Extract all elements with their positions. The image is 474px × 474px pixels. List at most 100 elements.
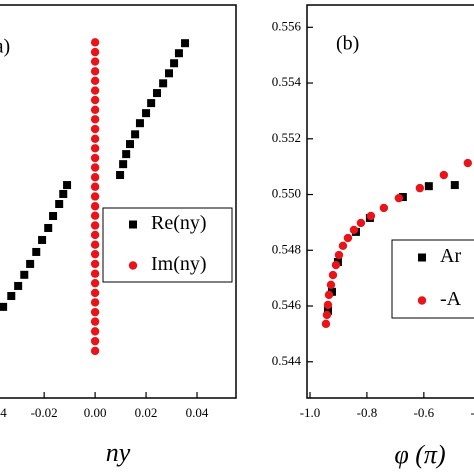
marker-circle — [349, 225, 359, 235]
marker-square — [7, 291, 16, 300]
marker-square — [418, 253, 426, 262]
marker-circle — [379, 203, 389, 213]
panel-label: (b) — [336, 33, 359, 55]
marker-circle — [343, 233, 353, 243]
panel: -0.04 -0.02 0.00 0.02 0.04 (a) ny — [0, 4, 237, 467]
marker-square — [323, 306, 332, 315]
legend-label: -A — [440, 288, 462, 310]
marker-square — [14, 281, 23, 290]
marker-circle — [356, 218, 366, 228]
marker-circle — [128, 261, 138, 270]
marker-square — [0, 302, 8, 311]
marker-circle — [90, 346, 100, 356]
y-tick-label: 0.546 — [272, 297, 302, 312]
marker-square — [129, 220, 137, 229]
marker-square — [181, 39, 190, 48]
marker-circle — [334, 250, 344, 260]
y-tick-label: 0.554 — [272, 74, 302, 89]
x-tick-label: 0.04 — [186, 405, 209, 420]
marker-square — [119, 160, 128, 169]
y-tick-label: 0.552 — [272, 130, 301, 145]
marker-circle — [90, 163, 100, 172]
marker-circle — [90, 221, 100, 230]
marker-circle — [90, 134, 100, 143]
marker-circle — [90, 336, 100, 346]
marker-circle — [90, 298, 100, 307]
marker-square — [159, 79, 168, 88]
x-axis-label: φ (π) — [394, 440, 445, 469]
x-tick-label: -1.0 — [300, 405, 321, 420]
marker-circle — [90, 115, 100, 124]
x-tick-label: -0.8 — [357, 405, 378, 420]
marker-circle — [90, 288, 100, 298]
marker-circle — [328, 270, 338, 280]
marker-square — [20, 270, 29, 279]
marker-circle — [415, 183, 425, 193]
marker-circle — [90, 240, 100, 249]
marker-square — [147, 99, 156, 108]
marker-square — [424, 182, 433, 191]
y-tick-label: 0.548 — [272, 241, 301, 256]
marker-square — [126, 140, 135, 149]
marker-circle — [439, 170, 449, 180]
marker-circle — [417, 296, 427, 305]
marker-circle — [90, 57, 100, 66]
marker-square — [59, 189, 68, 198]
marker-circle — [90, 278, 100, 288]
marker-circle — [90, 211, 100, 220]
x-tick-label: -0.4 — [470, 405, 474, 420]
marker-square — [450, 181, 459, 190]
x-tick-label: 0.02 — [135, 405, 158, 420]
marker-circle — [366, 211, 376, 221]
marker-square — [44, 223, 53, 232]
marker-circle — [90, 249, 100, 259]
legend-box — [391, 239, 474, 319]
marker-square — [174, 49, 183, 58]
x-tick-label: -0.04 — [0, 405, 7, 420]
marker-square — [153, 89, 162, 98]
legend-box — [102, 207, 233, 283]
marker-square — [49, 211, 58, 220]
y-tick-label: 0.550 — [272, 186, 301, 201]
marker-square — [116, 171, 125, 180]
plot-frame — [306, 4, 474, 399]
legend-label: Ar — [440, 245, 461, 267]
marker-square — [55, 200, 64, 209]
marker-circle — [90, 105, 100, 115]
plot-frame — [0, 4, 237, 399]
marker-square — [327, 287, 336, 296]
legend-label: Re(ny) — [151, 212, 207, 234]
marker-circle — [90, 327, 100, 336]
marker-circle — [463, 158, 472, 168]
marker-circle — [90, 47, 100, 57]
marker-square — [32, 247, 41, 256]
legend: Re(ny) Im(ny) — [102, 207, 233, 283]
legend-label: Im(ny) — [151, 253, 207, 275]
marker-square — [135, 119, 144, 128]
marker-circle — [90, 173, 100, 182]
marker-circle — [90, 86, 100, 95]
panel: -1.0 -0.8 -0.6 -0.4 0.544 0.546 0.548 0.550 0.55… — [272, 4, 474, 469]
marker-square — [164, 69, 173, 78]
marker-circle — [326, 280, 336, 290]
marker-circle — [90, 259, 100, 269]
marker-circle — [90, 67, 100, 76]
x-tick-label: -0.02 — [31, 405, 58, 420]
marker-circle — [90, 192, 100, 201]
legend: Ar -A — [391, 239, 474, 319]
marker-circle — [331, 260, 341, 270]
marker-square — [142, 109, 151, 118]
x-tick-label: 0.00 — [84, 405, 107, 420]
marker-circle — [90, 202, 100, 211]
marker-circle — [321, 319, 331, 329]
marker-circle — [322, 310, 332, 320]
marker-square — [26, 259, 35, 268]
panel-label: (a) — [0, 36, 10, 58]
marker-circle — [323, 300, 333, 310]
marker-circle — [90, 182, 100, 191]
marker-square — [170, 59, 179, 68]
marker-square — [122, 150, 131, 159]
marker-circle — [90, 153, 100, 163]
marker-circle — [90, 317, 100, 326]
